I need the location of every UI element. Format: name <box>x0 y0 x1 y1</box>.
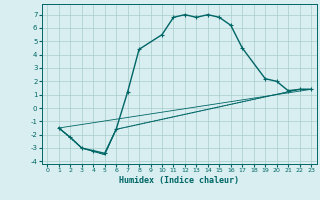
X-axis label: Humidex (Indice chaleur): Humidex (Indice chaleur) <box>119 176 239 185</box>
